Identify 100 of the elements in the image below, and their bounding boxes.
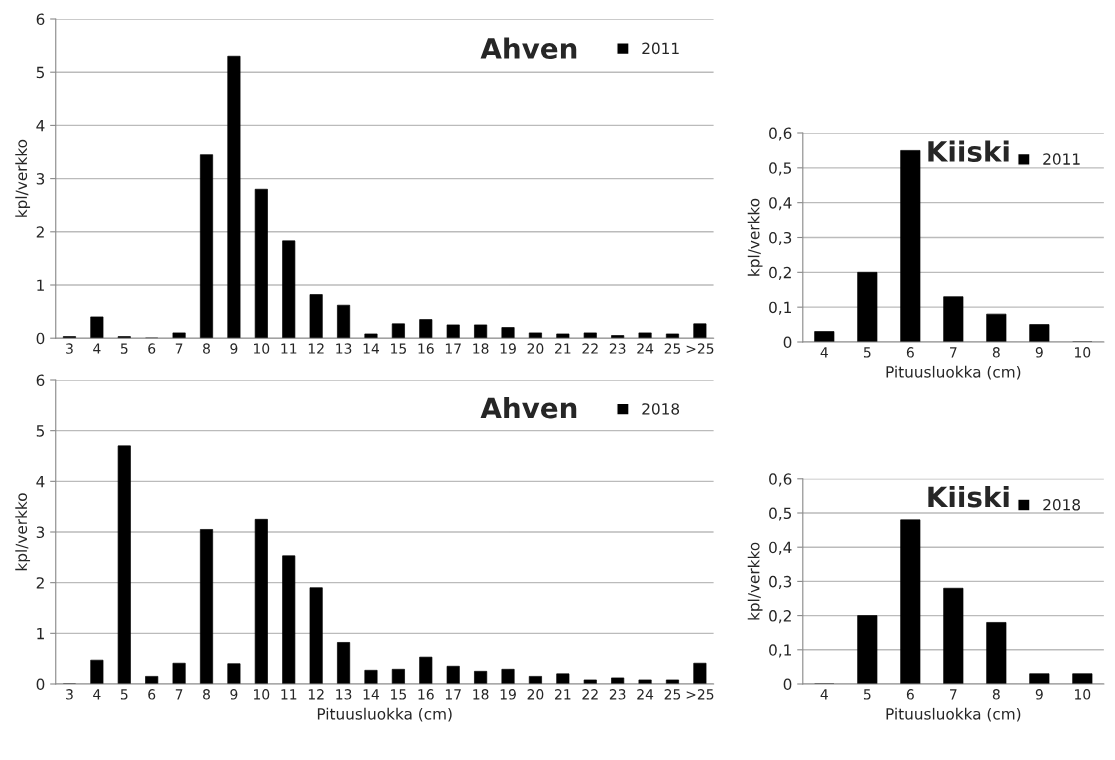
bar [446,324,460,339]
bar [309,587,323,684]
x-tick-label: 14 [363,689,380,700]
x-tick-label: 10 [254,343,270,354]
x-tick-label: 10 [254,689,270,700]
x-tick-label: 7 [950,689,957,700]
x-tick-label: 4 [820,347,828,358]
x-tick-label: 18 [473,343,489,354]
x-tick-label: 16 [418,343,434,354]
y-axis-title: kpl/verkko [15,139,31,217]
y-tick-label: 4 [36,120,45,132]
y-tick-label: 6 [36,13,45,26]
text: Ahven [480,37,577,59]
bar [419,319,433,339]
x-tick-label: 5 [120,343,128,354]
y-tick-label: 0 [36,678,45,691]
y-axis-title: kpl/verkko [15,493,31,571]
x-tick-label: >25 [686,689,714,700]
x-tick-label: 8 [203,689,210,700]
bar [391,323,405,339]
y-tick-label: 0 [783,336,792,349]
x-tick-label: 12 [308,689,324,700]
x-tick-label: 17 [445,343,461,354]
x-tick-label: 22 [582,343,598,354]
x-tick-label: 9 [1035,689,1043,700]
bar [474,324,488,339]
legend-label: 2011 [642,42,679,55]
bar [857,615,878,684]
y-tick-label: 0 [783,678,792,691]
x-tick-label: 20 [527,689,544,700]
x-tick-label: 5 [120,689,128,700]
bar [638,679,652,684]
x-tick-label: 15 [391,343,406,354]
bar [693,323,707,339]
legend-label: 2018 [1043,498,1081,511]
bar [254,518,268,684]
chart-title: Ahven [480,396,577,419]
bar [583,332,597,339]
bar [282,240,296,339]
y-tick-label: 0,6 [769,127,792,141]
legend-label: 2018 [642,403,680,415]
bar [337,304,351,339]
bar [1072,673,1093,684]
x-tick-label: 5 [863,689,871,700]
x-tick-label: 13 [336,689,352,700]
x-tick-label: 9 [1035,347,1043,358]
x-tick-label: 7 [950,347,957,358]
bar [556,673,570,684]
bar [199,529,214,684]
x-tick-label: 6 [906,689,914,700]
x-tick-label: 23 [609,343,626,354]
x-tick-label: 24 [637,689,654,700]
bar [391,668,405,684]
bar [857,271,878,342]
y-tick-label: 0,3 [769,231,792,246]
y-axis-title: kpl/verkko [747,542,763,620]
x-tick-label: 5 [863,347,871,358]
x-tick-label: 14 [363,343,380,354]
bar [900,150,921,342]
x-tick-label: 9 [230,343,238,354]
bar [172,662,186,684]
x-tick-label: 8 [992,689,1000,700]
x-tick-label: 13 [336,343,352,354]
bar [583,679,597,684]
x-tick-label: 17 [445,689,461,700]
bar [90,316,104,339]
x-tick-label: 4 [820,689,828,700]
bar [814,331,835,342]
bar [665,679,679,684]
x-tick-label: 4 [93,689,101,700]
bar [199,154,214,339]
bar [145,676,159,684]
x-tick-label: 8 [203,343,210,354]
bar [364,333,378,339]
x-tick-label: 25 [664,343,681,354]
bar [638,332,652,339]
y-tick-label: 3 [36,173,45,185]
x-tick-label: 7 [175,689,183,700]
y-tick-label: 0,5 [769,507,792,521]
x-tick-label: 4 [93,343,101,354]
x-tick-label: 8 [992,347,1000,358]
y-tick-label: 0,5 [769,162,792,176]
x-tick-label: 19 [500,689,516,700]
x-tick-label: 10 [1075,689,1091,700]
x-tick-label: >25 [686,343,714,354]
y-tick-label: 5 [36,425,44,437]
y-tick-label: 3 [36,526,45,539]
x-tick-label: 3 [66,689,73,700]
bar [446,665,460,684]
y-tick-label: 1 [37,628,44,640]
y-tick-label: 6 [36,374,45,387]
bar [611,335,625,339]
x-tick-label: 24 [637,343,654,354]
x-axis-title: Pituusluokka (cm) [886,707,1021,722]
x-tick-label: 12 [308,343,324,354]
x-tick-label: 25 [664,689,681,700]
x-tick-label: 9 [230,689,238,700]
x-tick-label: 20 [527,343,544,354]
bar [254,188,268,339]
y-tick-label: 0,3 [769,575,792,589]
